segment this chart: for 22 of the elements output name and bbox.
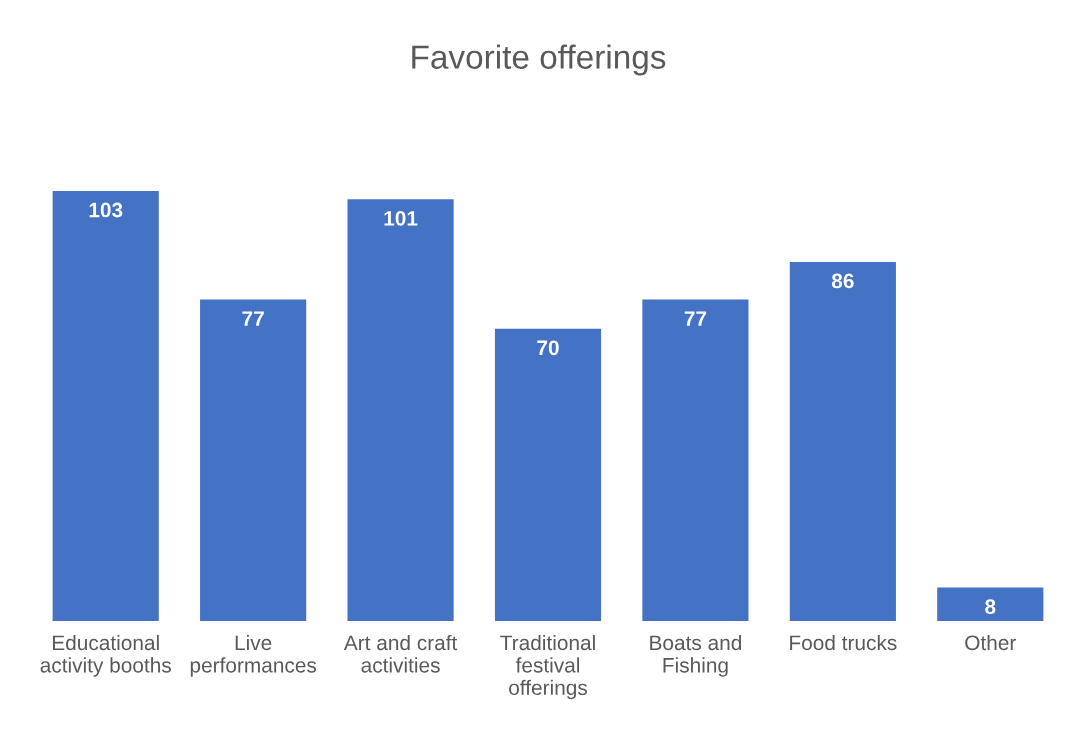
data-label: 77 [242, 311, 264, 326]
data-label: 70 [537, 340, 559, 356]
data-label: 103 [89, 202, 123, 218]
bar [52, 190, 159, 621]
data-label: 86 [831, 273, 854, 289]
x-tick-label: Live performances [190, 634, 317, 677]
data-label: 101 [384, 210, 418, 226]
x-tick-label: Traditional festival offerings [500, 634, 595, 700]
bar [789, 261, 896, 621]
bar [347, 199, 454, 621]
chart-title: Favorite offerings [412, 44, 666, 76]
x-tick-label: Other [965, 634, 1016, 651]
data-label: 77 [684, 311, 707, 326]
bar [200, 299, 307, 621]
x-tick-label: Boats and Fishing [650, 634, 741, 677]
x-tick-label: Food trucks [790, 634, 897, 651]
bar [642, 299, 749, 621]
bar [494, 328, 602, 621]
data-label: 8 [985, 599, 996, 615]
x-tick-label: Educational activity booths [40, 634, 171, 677]
x-tick-label: Art and craft activities [343, 634, 458, 673]
bar [937, 587, 1044, 621]
